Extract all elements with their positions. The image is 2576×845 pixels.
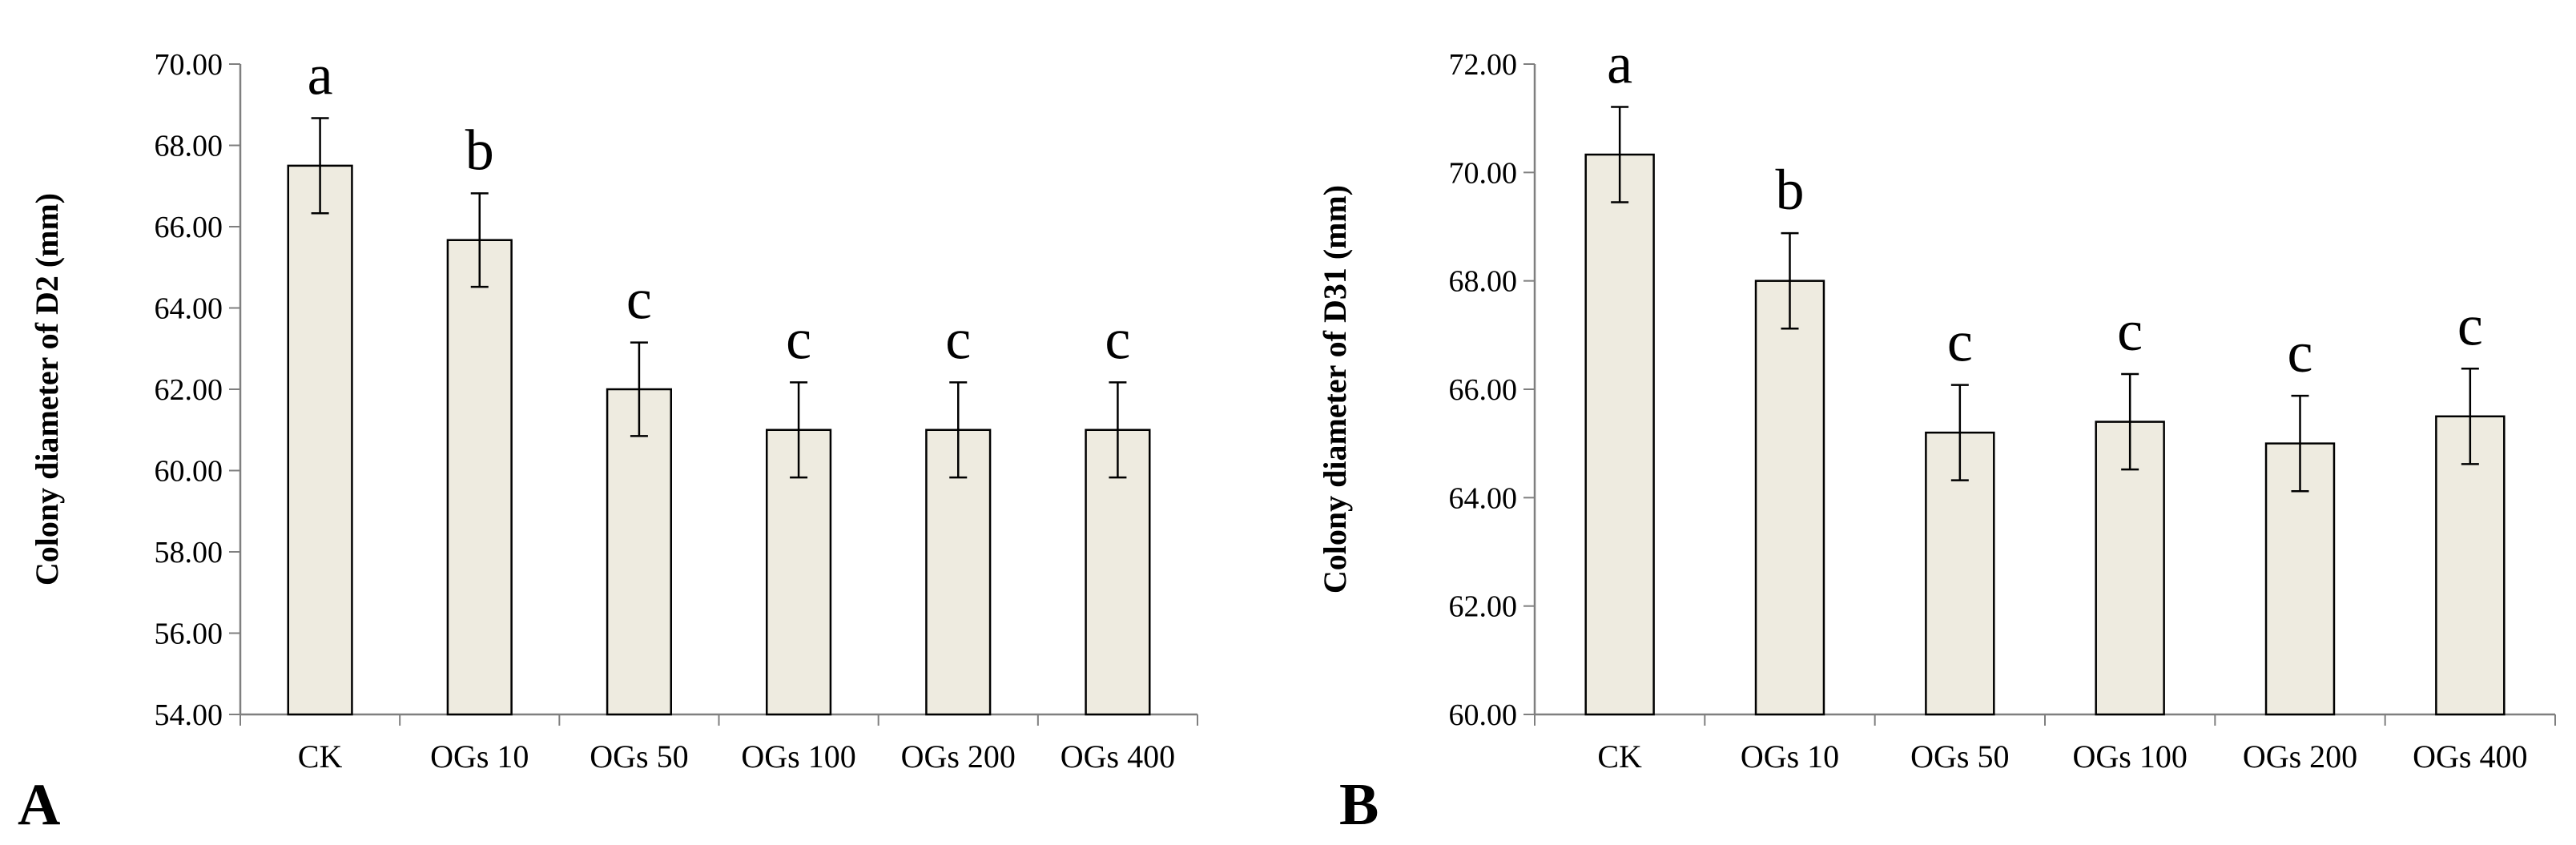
error-bar [790,381,808,479]
error-bar [949,381,968,479]
y-tick-label: 70.00 [1449,156,1518,190]
y-axis-title: Colony diameter of D2 (mm) [29,193,65,585]
bar [446,239,513,716]
category-label: OGs 100 [2072,738,2187,775]
y-tick-label: 60.00 [155,455,223,489]
y-tick-label: 58.00 [155,536,223,569]
y-tick-label: 70.00 [155,48,223,82]
y-tick-label: 64.00 [155,292,223,326]
category-label: OGs 50 [1910,738,2009,775]
error-bar [1109,381,1127,479]
significance-letter: c [1947,310,1973,374]
category-label: OGs 10 [430,738,529,775]
significance-letter: c [2457,293,2483,357]
bar [1584,153,1655,716]
significance-letter: b [1776,158,1805,222]
category-label: OGs 10 [1741,738,1839,775]
significance-letter: c [1105,307,1130,371]
category-label: OGs 200 [901,738,1016,775]
significance-letter: a [1607,31,1632,95]
category-label: OGs 100 [741,738,855,775]
significance-letter: a [308,42,333,107]
y-tick-label: 62.00 [155,373,223,407]
panel-label-a: A [18,772,61,838]
bar [606,388,672,716]
error-bar [2291,394,2309,493]
y-tick-label: 56.00 [155,618,223,651]
y-tick-label: 72.00 [1449,48,1518,82]
y-tick-label: 66.00 [155,211,223,244]
category-label: OGs 400 [2413,738,2527,775]
bar [2095,420,2165,716]
error-bar [1950,384,1969,481]
significance-letter: c [945,307,971,371]
y-tick-label: 60.00 [1449,698,1518,732]
category-label: CK [298,738,343,775]
error-bar [2461,368,2479,465]
error-bar [1781,231,1799,330]
category-label: OGs 200 [2243,738,2357,775]
error-bar [1611,106,1629,203]
y-tick-label: 62.00 [1449,590,1518,624]
y-tick-label: 64.00 [1449,481,1518,515]
y-tick-label: 68.00 [1449,265,1518,299]
error-bar [2121,372,2139,471]
bar [287,164,353,716]
error-bar [311,117,329,215]
error-bar [630,341,648,437]
category-label: OGs 50 [590,738,688,775]
y-tick-label: 54.00 [155,698,223,732]
bar [1754,280,1825,716]
panel-label-b: B [1339,772,1379,838]
significance-letter: c [786,307,811,371]
category-label: CK [1597,738,1642,775]
significance-letter: c [2288,320,2313,384]
significance-letter: c [2117,299,2143,363]
y-tick-label: 68.00 [155,130,223,163]
significance-letter: b [465,118,494,182]
chart-a: 54.00 56.00 58.00 60.00 62.00 64.00 66.00 68.00… [29,42,1198,775]
y-axis-title: Colony diameter of D31 (mm) [1317,185,1353,594]
error-bar [470,192,489,288]
y-tick-label: 66.00 [1449,373,1518,407]
chart-b: 60.00 62.00 64.00 66.00 68.00 70.00 72.00 a CK b O… [1317,31,2556,775]
significance-letter: c [626,268,652,332]
bar [2435,415,2506,716]
category-label: OGs 400 [1061,738,1175,775]
